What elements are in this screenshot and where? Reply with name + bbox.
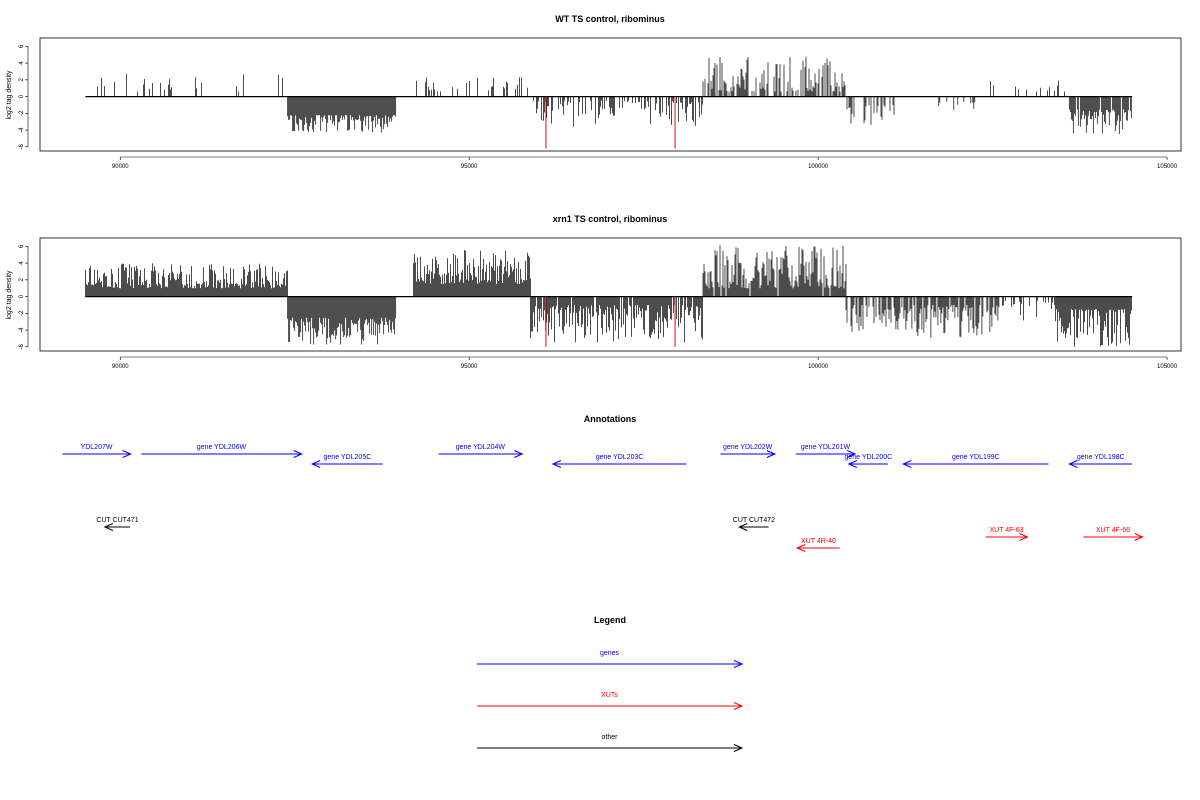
y-tick-label: 4: [19, 261, 25, 265]
gene-label: gene YDL204W: [456, 444, 506, 451]
gene-arrow: [720, 450, 777, 458]
gene-arrow-head: [847, 460, 858, 468]
xrn1-y-axis-label: log2 tag density: [6, 270, 13, 320]
wt-panel-title: WT TS control, ribominus: [555, 14, 665, 24]
y-tick-label: -2: [19, 110, 25, 116]
gene-arrow: [847, 460, 888, 468]
xrn1-coverage-bars: [85, 245, 1133, 347]
legend-arrow: [477, 744, 744, 752]
gene-label: YDL207W: [81, 444, 113, 451]
coverage-bars-path: [85, 245, 1132, 347]
gene-arrow: [1068, 460, 1133, 468]
legend-items: genes XUTs other: [477, 650, 744, 752]
cut-label: CUT CUT471: [96, 517, 138, 524]
gene-label: gene YDL205C: [324, 454, 372, 461]
x-tick-label: 90000: [112, 364, 129, 370]
gene-arrow-head: [122, 450, 132, 458]
x-tick-label: 105000: [1157, 364, 1178, 370]
y-tick-label: 2: [19, 278, 25, 282]
wt-y-axis-label: log2 tag density: [6, 70, 13, 120]
y-tick-label: 0: [19, 294, 25, 298]
y-tick-label: -4: [19, 327, 25, 333]
cut-arrow-head: [738, 523, 748, 531]
xrn1-panel-title: xrn1 TS control, ribominus: [553, 214, 668, 224]
xrn1-coverage-panel: xrn1 TS control, ribominus log2 tag dens…: [6, 214, 1182, 370]
gene-label: gene YDL198C: [1077, 454, 1125, 461]
gene-arrow-head: [551, 460, 562, 468]
legend-title: Legend: [594, 615, 626, 625]
gene-label: gene YDL200C: [844, 454, 892, 461]
gene-arrow: [310, 460, 383, 468]
legend: Legend genes XUTs other: [477, 615, 744, 752]
xut-label: XUT 4R-40: [801, 538, 836, 545]
gene-arrow: [62, 450, 132, 458]
y-tick-label: -6: [19, 143, 25, 149]
gene-label: gene YDL201W: [801, 444, 851, 451]
x-tick-label: 100000: [808, 364, 829, 370]
legend-arrow: [477, 702, 744, 710]
xut-arrow-head: [1134, 533, 1144, 541]
cut-arrow: [738, 523, 769, 531]
wt-coverage-bars: [85, 56, 1133, 149]
legend-arrow-head: [733, 702, 744, 710]
gene-label: gene YDL199C: [952, 454, 1000, 461]
wt-plot-frame: [39, 37, 1182, 152]
legend-arrow-head: [733, 660, 744, 668]
y-tick-label: 2: [19, 78, 25, 82]
y-tick-label: 6: [19, 244, 25, 248]
xrn1-y-axis: -6 -4 -2 0 2 4 6: [19, 244, 29, 349]
gene-label: gene YDL202W: [723, 444, 773, 451]
gene-arrow-head: [514, 450, 524, 458]
gene-arrow-head: [902, 460, 912, 468]
xut-label: XUT 4F-66: [1096, 527, 1130, 534]
x-tick-label: 90000: [112, 164, 129, 170]
annotations-title: Annotations: [584, 414, 637, 424]
x-tick-label: 100000: [808, 164, 829, 170]
cut-arrow: [103, 523, 131, 531]
y-tick-label: 6: [19, 44, 25, 48]
gene-arrow-head: [293, 450, 303, 458]
gene-label: gene YDL203C: [596, 454, 644, 461]
gene-label: gene YDL206W: [197, 444, 247, 451]
xut-arrow: [1083, 533, 1144, 541]
annotation-features: YDL207W gene YDL206W gene YDL205C gene YDL2…: [62, 444, 1144, 552]
gene-arrow-head: [846, 450, 857, 458]
gene-arrow: [902, 460, 1049, 468]
gene-arrow: [795, 450, 857, 458]
y-tick-label: -4: [19, 127, 25, 133]
gene-arrow-head: [310, 460, 321, 468]
annotations-track: Annotations YDL207W gene YDL206W gene YDL2…: [62, 414, 1144, 552]
y-tick-label: -6: [19, 343, 25, 349]
legend-label: XUTs: [601, 692, 618, 699]
gene-arrow: [438, 450, 524, 458]
coverage-bars-path: [97, 56, 1132, 135]
xut-label: XUT 4F-63: [989, 527, 1023, 534]
cut-label: CUT CUT472: [733, 517, 775, 524]
x-tick-label: 95000: [461, 164, 478, 170]
xut-arrow-head: [795, 544, 806, 552]
y-tick-label: -2: [19, 310, 25, 316]
x-tick-label: 105000: [1157, 164, 1178, 170]
legend-arrow-head: [733, 744, 744, 752]
xrn1-plot-frame: [39, 237, 1182, 352]
gene-arrow-head: [766, 450, 777, 458]
wt-y-axis: -6 -4 -2 0 2 4 6: [19, 44, 29, 149]
gene-arrow-head: [1068, 460, 1078, 468]
xut-arrow: [795, 544, 840, 552]
gene-arrow: [141, 450, 303, 458]
wt-coverage-panel: WT TS control, ribominus log2 tag densit…: [6, 14, 1182, 170]
legend-label: other: [602, 734, 619, 741]
xut-arrow: [985, 533, 1029, 541]
x-tick-label: 95000: [461, 364, 478, 370]
legend-arrow: [477, 660, 744, 668]
wt-x-axis: 90000 95000 100000 105000: [112, 156, 1178, 170]
xut-arrow-head: [1019, 533, 1029, 541]
xrn1-x-axis: 90000 95000 100000 105000: [112, 356, 1178, 370]
y-tick-label: 4: [19, 61, 25, 65]
y-tick-label: 0: [19, 94, 25, 98]
legend-label: genes: [600, 650, 620, 657]
gene-arrow: [551, 460, 687, 468]
cut-arrow-head: [103, 523, 114, 531]
